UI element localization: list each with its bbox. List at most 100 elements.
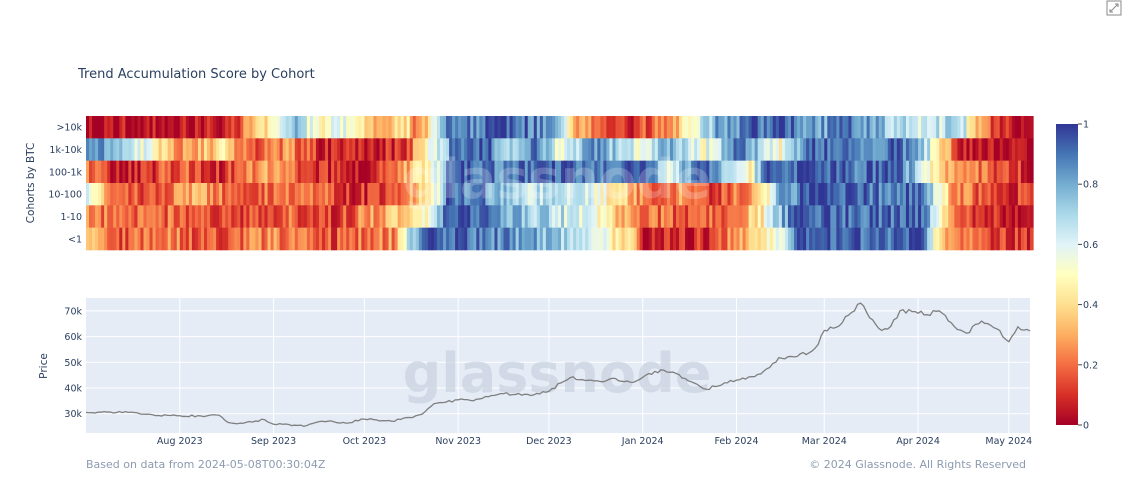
heatmap-cell [494,160,499,184]
heatmap-cell [896,227,901,251]
heatmap-cell [455,116,459,139]
heatmap-cell [848,138,853,161]
heatmap-cell [173,116,178,139]
heatmap-cell [745,227,750,251]
heatmap-cell [899,183,904,206]
heatmap-cell [978,205,983,228]
heatmap-cell [896,116,901,139]
heatmap-cell [252,138,257,161]
heatmap-cell [449,227,453,251]
heatmap-cell [957,227,962,251]
heatmap-cell [1005,138,1010,161]
heatmap-cell [576,138,580,161]
heatmap-cell [349,116,353,139]
heatmap-cell [491,227,496,251]
heatmap-cell [902,227,907,251]
heatmap-cell [697,227,701,251]
heatmap-cell [297,138,302,161]
heatmap-cell [194,160,199,184]
heatmap-cell [452,116,456,139]
heatmap-cell [760,205,765,228]
heatmap-cell [446,160,450,184]
heatmap-cell [237,205,241,228]
heatmap-cell [346,138,350,161]
heatmap-cell [781,183,786,206]
heatmap-cell [228,138,232,161]
heatmap-cell [479,160,483,184]
heatmap-cell [679,116,683,139]
heatmap-cell [621,205,626,228]
heatmap-cell [812,227,816,251]
heatmap-cell [539,227,544,251]
heatmap-cell [325,160,329,184]
heatmap-cell [966,138,971,161]
heatmap-cell [615,138,620,161]
heatmap-cell [951,183,955,206]
heatmap-cell [246,205,250,228]
heatmap-cell [170,227,175,251]
heatmap-cell [845,227,850,251]
heatmap-cell [479,116,483,139]
heatmap-cell [110,227,114,251]
heatmap-cell [951,138,955,161]
heatmap-cell [969,205,974,228]
heatmap-cell [960,160,965,184]
heatmap-cell [627,138,632,161]
heatmap-cell [518,227,523,251]
heatmap-cell [975,205,980,228]
heatmap-cell [361,116,365,139]
heatmap-cell [373,138,378,161]
price-x-tick-label: Jan 2024 [621,436,664,447]
heatmap-cell [482,227,486,251]
heatmap-cell [784,205,789,228]
heatmap-cell [249,116,254,139]
heatmap-cell [273,227,278,251]
heatmap-cell [367,116,372,139]
heatmap-cell [627,116,632,139]
heatmap-cell [766,205,771,228]
heatmap-cell [860,205,865,228]
heatmap-cell [512,183,517,206]
heatmap-cell [125,116,129,139]
heatmap-cell [591,160,595,184]
expand-icon[interactable] [1106,0,1122,16]
heatmap-cell [930,227,934,251]
heatmap-cell [200,160,205,184]
heatmap-cell [933,160,937,184]
heatmap-cell [352,183,356,206]
heatmap-cell [491,138,496,161]
heatmap-cell [836,205,840,228]
heatmap-cell [730,205,735,228]
heatmap-cell [545,116,550,139]
heatmap-cell [603,227,608,251]
heatmap-cell [878,116,883,139]
heatmap-cell [542,138,547,161]
heatmap-cell [606,160,611,184]
heatmap-cell [216,160,220,184]
heatmap-cell [213,138,217,161]
heatmap-cell [842,116,847,139]
heatmap-cell [367,183,372,206]
heatmap-cell [430,183,435,206]
heatmap-cell [902,160,907,184]
heatmap-cell [627,227,632,251]
heatmap-cell [536,227,541,251]
heatmap-cell [303,183,308,206]
heatmap-cell [98,183,102,206]
heatmap-cell [412,227,417,251]
heatmap-cell [185,116,190,139]
heatmap-cell [927,116,931,139]
heatmap-cell [140,183,145,206]
heatmap-cell [751,138,756,161]
heatmap-cell [343,138,347,161]
heatmap-cell [403,116,408,139]
heatmap-cell [279,183,284,206]
heatmap-cell [984,183,989,206]
heatmap-cell [443,160,447,184]
heatmap-cell [630,183,635,206]
heatmap-cell [878,227,883,251]
heatmap-cell [207,183,211,206]
heatmap-cell [548,205,553,228]
heatmap-cell [1005,183,1010,206]
heatmap-cell [200,205,205,228]
